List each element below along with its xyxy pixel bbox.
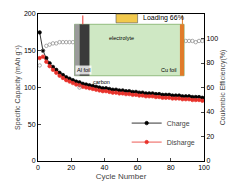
svg-text:40: 40 bbox=[101, 164, 109, 171]
svg-text:electrolyte: electrolyte bbox=[109, 35, 134, 41]
svg-text:80: 80 bbox=[206, 59, 214, 66]
svg-text:100: 100 bbox=[206, 35, 218, 42]
svg-text:Loading 66%: Loading 66% bbox=[143, 14, 184, 22]
svg-text:Specific Capacity (mAh g⁻¹): Specific Capacity (mAh g⁻¹) bbox=[14, 45, 22, 130]
svg-text:20: 20 bbox=[67, 164, 75, 171]
svg-text:Cu foil: Cu foil bbox=[161, 67, 177, 73]
svg-text:Charge: Charge bbox=[167, 120, 190, 128]
svg-text:0: 0 bbox=[36, 164, 40, 171]
svg-text:carbon: carbon bbox=[93, 79, 110, 85]
svg-text:150: 150 bbox=[24, 47, 36, 54]
svg-text:0: 0 bbox=[206, 157, 210, 164]
svg-text:50: 50 bbox=[28, 121, 36, 128]
svg-text:Coulombic Efficiency(%): Coulombic Efficiency(%) bbox=[219, 50, 227, 126]
svg-text:Disharge: Disharge bbox=[167, 139, 195, 147]
svg-text:60: 60 bbox=[134, 164, 142, 171]
svg-text:80: 80 bbox=[167, 164, 175, 171]
svg-text:0: 0 bbox=[32, 157, 36, 164]
svg-text:Cycle Number: Cycle Number bbox=[96, 172, 147, 181]
svg-text:20: 20 bbox=[206, 133, 214, 140]
svg-text:40: 40 bbox=[206, 108, 214, 115]
svg-text:Al foil: Al foil bbox=[77, 67, 90, 73]
svg-text:200: 200 bbox=[24, 10, 36, 17]
svg-text:100: 100 bbox=[198, 164, 210, 171]
svg-text:60: 60 bbox=[206, 84, 214, 91]
svg-text:100: 100 bbox=[24, 84, 36, 91]
